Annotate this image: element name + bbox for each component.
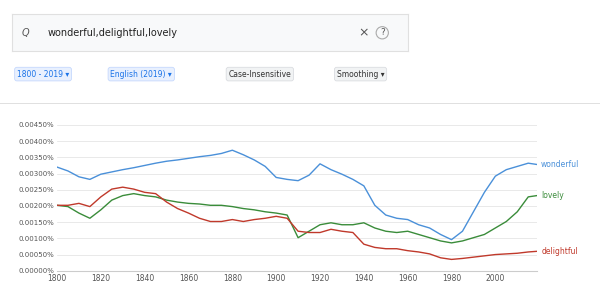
Text: Q: Q [22,28,29,38]
Text: wonderful,delightful,lovely: wonderful,delightful,lovely [47,28,178,38]
Text: lovely: lovely [541,191,564,200]
Text: ×: × [359,26,369,39]
Text: delightful: delightful [541,247,578,256]
Text: 1800 - 2019 ▾: 1800 - 2019 ▾ [17,70,69,79]
Text: Smoothing ▾: Smoothing ▾ [337,70,385,79]
Text: wonderful: wonderful [541,160,580,169]
Text: Case-Insensitive: Case-Insensitive [229,70,291,79]
Text: ?: ? [380,28,385,37]
Text: English (2019) ▾: English (2019) ▾ [110,70,172,79]
